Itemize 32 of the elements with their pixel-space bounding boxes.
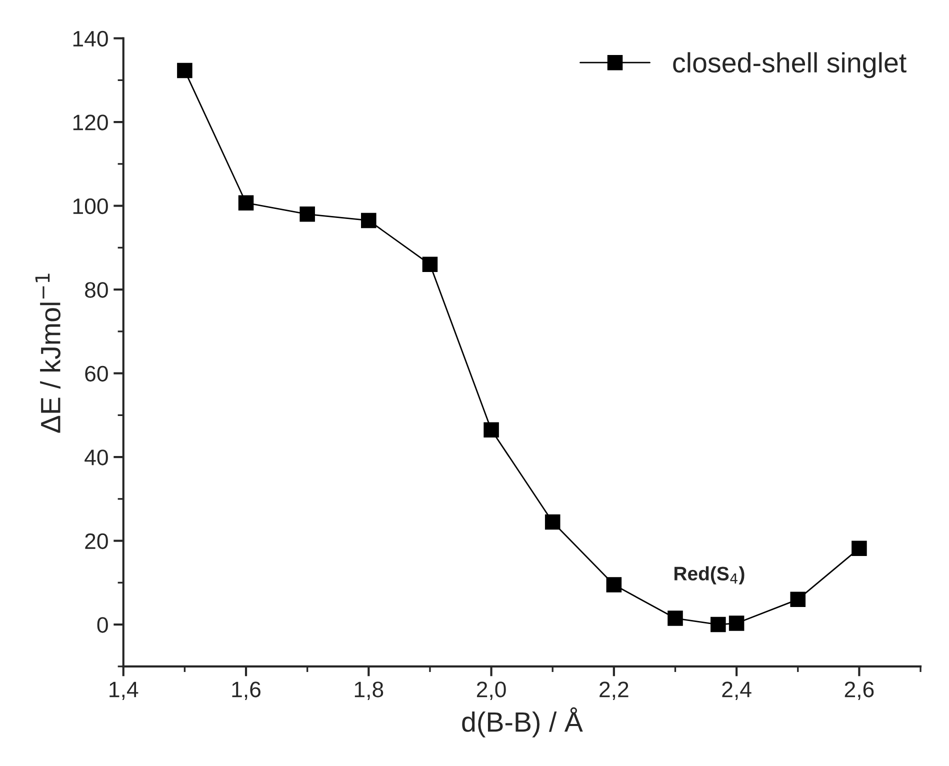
point (544, 514, 560, 530)
y-tick-label: 40 (84, 450, 108, 466)
y-tick-label: 60 (85, 366, 108, 382)
x-tick-label: 2,0 (476, 682, 506, 700)
point (177, 62, 192, 78)
point (484, 422, 499, 438)
y-tick-label: 100 (73, 198, 108, 214)
x-tick-label: 2,2 (600, 682, 628, 700)
point (300, 206, 315, 222)
point (728, 616, 744, 631)
point (710, 616, 726, 632)
point (238, 195, 254, 211)
point (422, 256, 438, 272)
y-tick-label: 20 (85, 533, 108, 550)
x-tick-label: 1,6 (232, 682, 260, 700)
y-tick-label: 0 (97, 617, 108, 633)
point (606, 577, 622, 592)
y-axis-title: ΔE / kJmol$^{−1}$ (35, 274, 60, 433)
y-tick-label: 120 (73, 114, 108, 130)
x-axis-title: d(B-B) / Å (462, 707, 583, 738)
x-tick-label: 1,8 (354, 682, 384, 700)
legend-label: closed-shell singlet (673, 52, 906, 78)
annotation: Red(S$_{4}$) (674, 566, 744, 584)
x-tick-label: 2,6 (844, 682, 874, 700)
x-tick-label: 2,4 (722, 682, 752, 700)
point (790, 592, 806, 608)
y-tick-label: 140 (73, 30, 108, 47)
point (668, 610, 683, 626)
y-tick-label: 80 (85, 282, 108, 298)
x-tick-label: 1,4 (110, 682, 138, 700)
point (852, 540, 867, 556)
point (361, 212, 376, 228)
